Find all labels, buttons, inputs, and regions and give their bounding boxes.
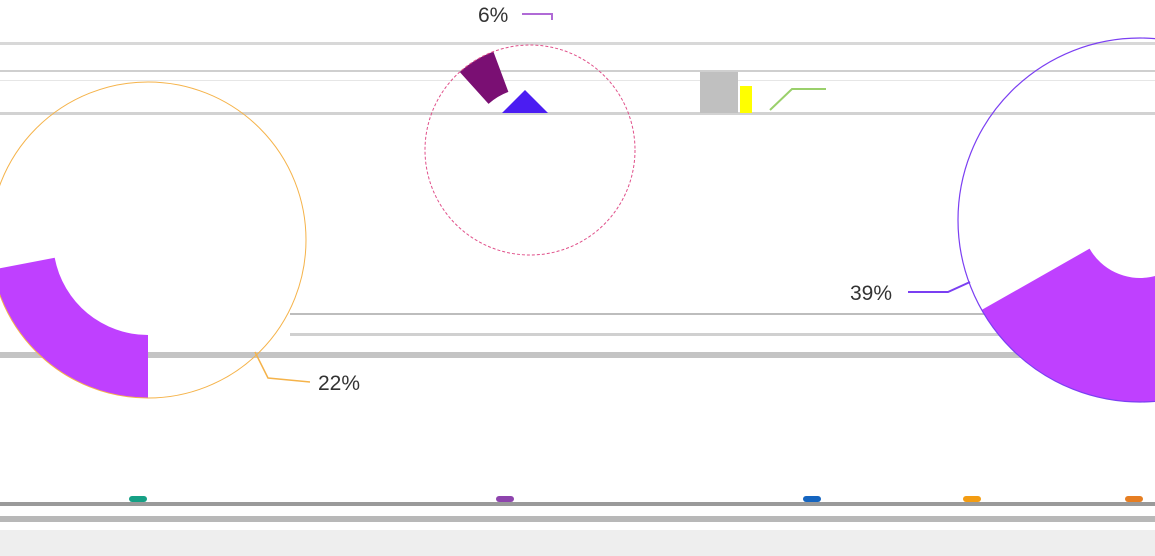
glitch-band-mid-1	[290, 313, 1155, 315]
legend	[129, 496, 1143, 502]
glitch-band-top-3	[0, 80, 1155, 81]
glitch-band-bottom-2	[0, 516, 1155, 522]
donut-left-leader-line	[254, 351, 311, 383]
glitch-band-top-1	[0, 42, 1155, 45]
donut-top-slice	[459, 51, 509, 104]
donut-right-outline	[957, 37, 1155, 403]
glitch-band-mid-2	[290, 333, 1155, 336]
glitch-band-top-2	[0, 70, 1155, 72]
donut-left-outline	[0, 81, 307, 399]
donut-top-leader-line-green	[769, 88, 826, 111]
donut-top-fragment-blue	[502, 90, 548, 113]
legend-swatch	[496, 496, 514, 502]
glitch-band-mid-3	[0, 352, 1155, 358]
donut-chart-right: 39%	[850, 37, 1155, 403]
donut-left-label: 22%	[318, 372, 360, 395]
donut-right-leader-line	[908, 281, 971, 293]
donut-top-label: 6%	[478, 4, 508, 27]
legend-swatch	[129, 496, 147, 502]
donut-right-label: 39%	[850, 282, 892, 305]
donut-top-leader-line	[522, 13, 553, 20]
glitch-band-top-4	[0, 112, 1155, 115]
glitch-band-bottom-1	[0, 502, 1155, 506]
donut-chart-left: 22%	[0, 81, 360, 399]
donut-top-fragment-gray	[700, 72, 738, 113]
legend-swatch	[963, 496, 981, 502]
donut-top-fragment-yellow	[740, 86, 752, 113]
donut-top-outline	[424, 44, 636, 256]
legend-swatch	[803, 496, 821, 502]
glitch-band-bottom-3	[0, 530, 1155, 556]
donut-right-slice	[981, 248, 1155, 402]
donut-chart-top: 6%	[424, 4, 826, 256]
donut-left-slice	[0, 257, 148, 398]
legend-swatch	[1125, 496, 1143, 502]
